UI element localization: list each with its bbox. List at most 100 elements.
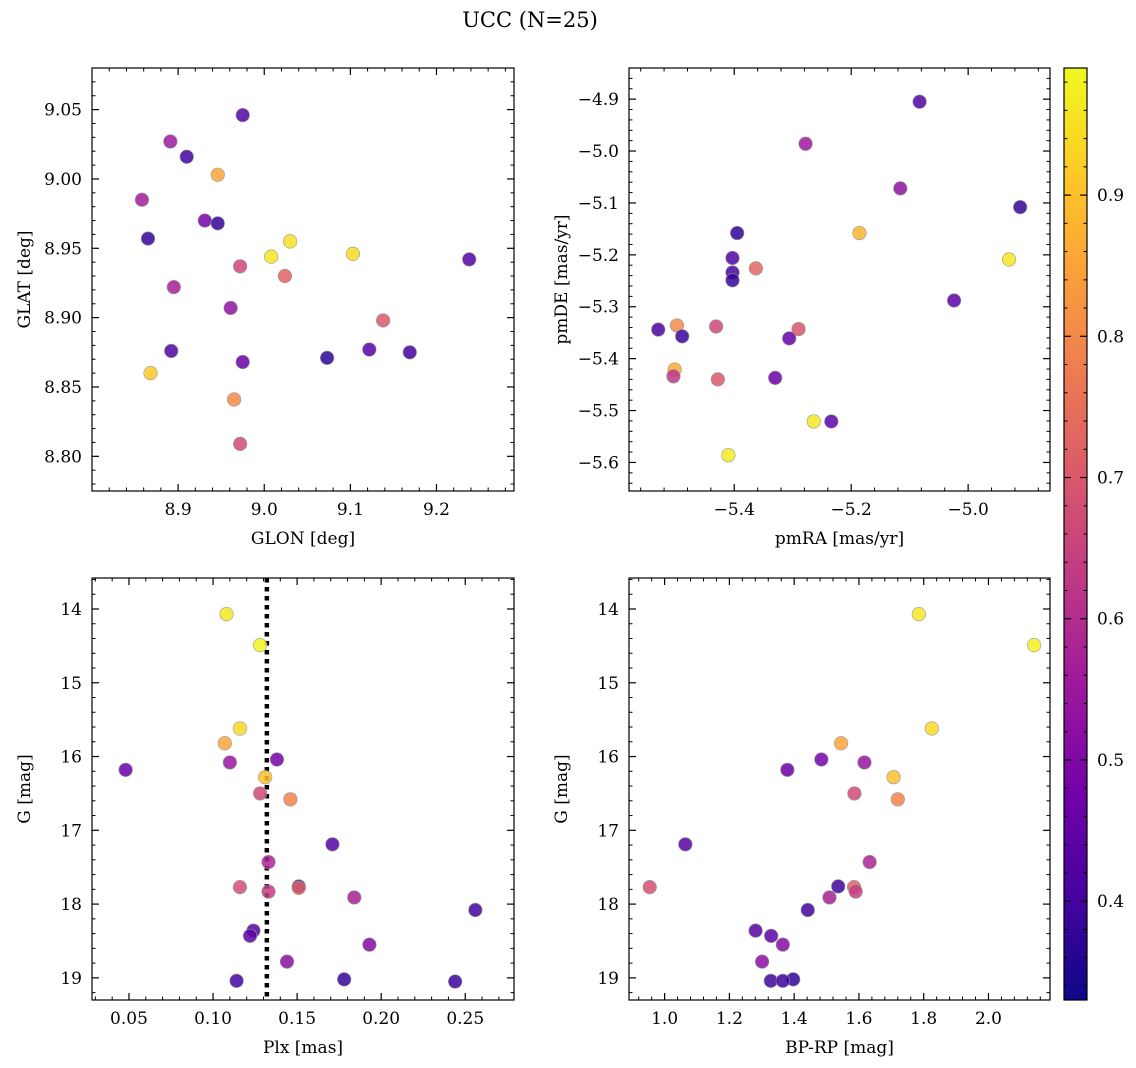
x-tick-label: 0.05 <box>110 1009 148 1029</box>
scatter-point <box>217 736 232 751</box>
axes-frame <box>628 577 1051 1001</box>
x-tick-label: −5.0 <box>947 500 988 520</box>
y-tick-label: 16 <box>597 748 619 768</box>
scatter-point <box>264 249 279 264</box>
scatter-point <box>320 350 335 365</box>
scatter-point <box>283 792 298 807</box>
y-tick-label: −5.6 <box>578 453 619 473</box>
figure-title: UCC (N=25) <box>462 8 598 32</box>
scatter-point <box>468 902 483 918</box>
scatter-point <box>233 259 248 274</box>
x-tick-label: 2.0 <box>975 1009 1002 1029</box>
scatter-point <box>118 762 133 777</box>
scatter-point <box>666 369 681 384</box>
scatter-point <box>721 448 736 463</box>
scatter-point <box>814 752 829 767</box>
scatter-point <box>325 837 340 852</box>
scatter-point <box>277 268 293 284</box>
scatter-point <box>143 366 158 381</box>
scatter-point <box>890 792 905 807</box>
x-tick-label: 1.8 <box>910 1009 937 1029</box>
scatter-point <box>798 136 813 151</box>
scatter-point <box>780 762 795 777</box>
y-axis-label: G [mag] <box>15 754 35 823</box>
y-tick-label: 9.05 <box>44 101 82 121</box>
scatter-point <box>179 149 194 164</box>
scatter-point <box>911 607 926 622</box>
scatter-point <box>775 973 790 988</box>
panel-plx_g: 0.05 0.10 0.15 0.20 0.25 14 15 16 17 18 19 Plx [mas… <box>15 577 515 1058</box>
scatter-point <box>678 837 693 852</box>
scatter-point <box>675 329 690 344</box>
scatter-point <box>852 225 867 241</box>
scatter-point <box>166 280 181 295</box>
x-tick-label: 9.0 <box>251 500 278 520</box>
scatter-point <box>1027 638 1042 653</box>
scatter-point <box>134 192 150 207</box>
scatter-point <box>222 755 237 770</box>
scatter-point <box>857 755 872 770</box>
y-tick-label: 17 <box>597 821 619 841</box>
scatter-point <box>362 937 377 952</box>
scatter-point <box>282 234 298 249</box>
y-tick-label: −5.5 <box>578 402 619 422</box>
colorbar: 0.4 0.5 0.6 0.7 0.8 0.9 <box>1063 67 1124 1001</box>
scatter-point <box>291 880 306 895</box>
x-tick-label: 1.6 <box>845 1009 872 1029</box>
scatter-point <box>232 880 248 895</box>
colorbar-tick-label: 0.9 <box>1097 186 1124 206</box>
y-tick-label: 18 <box>597 895 619 915</box>
x-tick-label: −5.2 <box>831 500 872 520</box>
scatter-point <box>947 293 962 308</box>
scatter-point <box>235 108 250 123</box>
scatter-point <box>848 884 863 899</box>
scatter-point <box>912 94 927 109</box>
scatter-point <box>893 181 908 196</box>
scatter-point <box>269 752 285 767</box>
panel-pm: −5.4 −5.2 −5.0 −5.6 −5.5 −5.4 −5.3 −5.2 −5.1 −5.0… <box>552 67 1051 549</box>
scatter-point <box>822 890 837 905</box>
y-tick-label: 19 <box>60 969 82 989</box>
y-tick-label: 16 <box>60 748 82 768</box>
scatter-point <box>847 786 862 801</box>
x-axis-label: BP-RP [mag] <box>785 1038 894 1058</box>
scatter-point <box>347 890 362 905</box>
scatter-point <box>219 607 234 622</box>
colorbar-tick-label: 0.8 <box>1097 327 1124 347</box>
colorbar-tick-label: 0.7 <box>1097 469 1124 489</box>
scatter-point <box>763 973 778 988</box>
scatter-point <box>1013 199 1028 215</box>
y-tick-label: −5.3 <box>578 298 619 318</box>
x-axis-label: Plx [mas] <box>263 1038 343 1058</box>
y-axis-label: pmDE [mas/yr] <box>552 214 572 344</box>
y-tick-label: 8.95 <box>44 239 82 259</box>
y-tick-label: 17 <box>60 821 82 841</box>
x-axis-label: GLON [deg] <box>251 529 355 549</box>
x-tick-label: 1.0 <box>651 1009 678 1029</box>
y-tick-label: −5.0 <box>578 142 619 162</box>
scatter-point <box>748 923 763 938</box>
scatter-point <box>824 414 839 429</box>
x-tick-label: 0.15 <box>278 1009 316 1029</box>
x-tick-label: 9.2 <box>423 500 450 520</box>
scatter-point <box>748 261 763 276</box>
scatter-point <box>223 300 238 316</box>
scatter-point <box>258 770 273 785</box>
y-tick-label: 19 <box>597 969 619 989</box>
x-tick-label: −5.4 <box>714 500 755 520</box>
scatter-point <box>163 134 178 149</box>
scatter-point <box>279 954 295 969</box>
scatter-point <box>227 392 242 407</box>
scatter-point <box>709 319 724 334</box>
scatter-point <box>806 414 821 429</box>
scatter-point <box>782 331 797 346</box>
y-axis-label: GLAT [deg] <box>15 230 35 328</box>
scatter-point <box>253 786 268 801</box>
x-tick-label: 1.2 <box>716 1009 743 1029</box>
y-axis-label: G [mag] <box>552 754 572 823</box>
scatter-point <box>725 250 740 266</box>
scatter-point <box>462 252 477 267</box>
scatter-point <box>886 770 901 785</box>
scatter-point <box>775 937 790 952</box>
